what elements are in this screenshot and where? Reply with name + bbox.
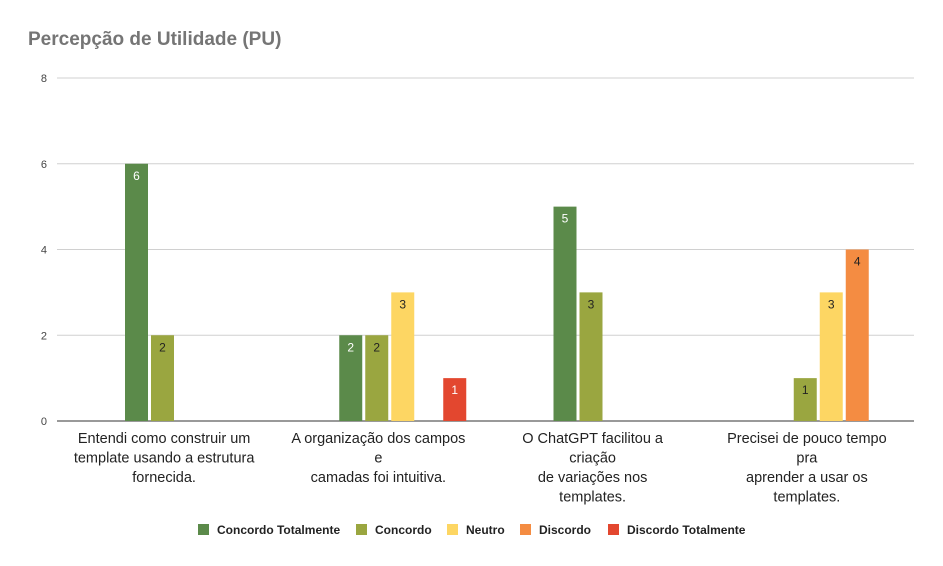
bar: [151, 335, 174, 421]
bar: [391, 292, 415, 421]
chart-title: Percepção de Utilidade (PU): [28, 29, 282, 50]
bar: [365, 335, 389, 421]
x-tick-label: Entendi como construir um template usando…: [74, 431, 255, 486]
data-label: 3: [828, 297, 835, 311]
bar: [819, 292, 843, 421]
data-label: 1: [451, 383, 458, 397]
bar: [793, 378, 817, 421]
data-label: 2: [373, 340, 380, 354]
data-label: 5: [562, 212, 569, 226]
x-tick-label: Precisei de pouco tempo pra aprender a usa…: [727, 431, 887, 506]
legend-swatch: [520, 524, 531, 535]
y-tick-label: 4: [41, 245, 47, 257]
bar: [125, 163, 148, 421]
y-tick-label: 8: [41, 73, 47, 85]
data-label: 3: [588, 297, 595, 311]
bar: [339, 335, 363, 421]
data-label: 4: [854, 255, 861, 269]
x-tick-label: O ChatGPT facilitou a criação de variações…: [522, 431, 664, 506]
y-tick-label: 0: [41, 416, 47, 428]
legend-swatch: [356, 524, 367, 535]
bar: [845, 249, 869, 421]
y-tick-label: 2: [41, 330, 47, 342]
bar: [443, 378, 467, 421]
legend-label: Neutro: [466, 523, 505, 537]
legend-label: Discordo: [539, 523, 591, 537]
legend-label: Concordo: [375, 523, 432, 537]
legend-label: Discordo Totalmente: [627, 523, 746, 537]
x-tick-label: A organização dos campos e camadas foi int…: [291, 431, 465, 486]
legend-swatch: [198, 524, 209, 535]
data-label: 6: [133, 169, 140, 183]
y-tick-label: 6: [41, 159, 47, 171]
data-label: 2: [347, 340, 354, 354]
bar: [553, 206, 577, 421]
legend-swatch: [608, 524, 619, 535]
bar: [579, 292, 603, 421]
data-label: 2: [159, 340, 166, 354]
data-label: 3: [399, 297, 406, 311]
data-label: 1: [802, 383, 809, 397]
legend-swatch: [447, 524, 458, 535]
legend-label: Concordo Totalmente: [217, 523, 340, 537]
